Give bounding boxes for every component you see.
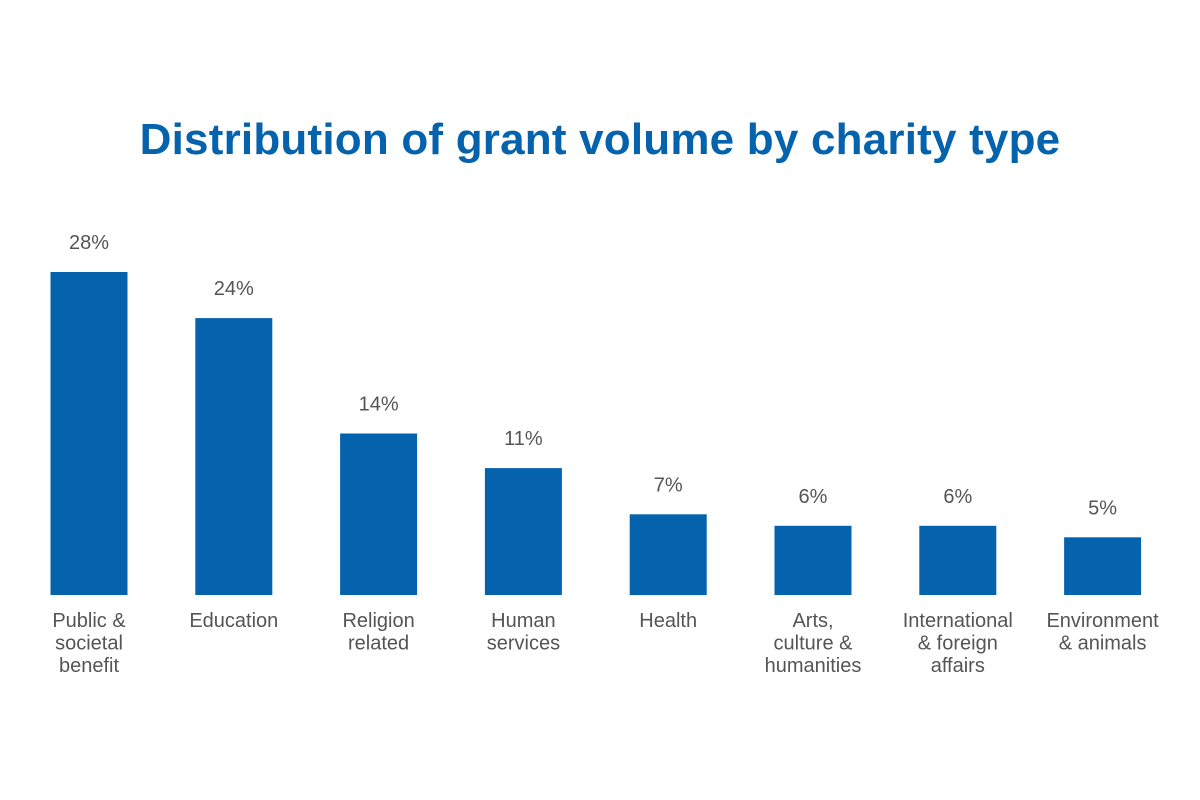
category-label-line: humanities <box>765 655 862 677</box>
bar-2 <box>195 318 273 595</box>
category-label-line: & animals <box>1059 633 1147 655</box>
category-label-1: Public & societal benefit <box>52 610 126 677</box>
category-label-line: Public & <box>52 610 126 632</box>
category-label-6: Arts, culture & humanities <box>765 610 862 677</box>
category-label-line: Religion <box>342 610 414 632</box>
category-label-line: related <box>348 633 409 655</box>
value-label-2: 24% <box>214 278 254 300</box>
category-label-line: culture & <box>774 633 854 655</box>
bar-7 <box>919 525 997 595</box>
bar-6 <box>774 525 852 595</box>
category-label-line: societal <box>55 633 123 655</box>
category-label-3: Religion related <box>342 610 414 655</box>
value-label-7: 6% <box>943 486 972 508</box>
bar-3 <box>340 433 418 595</box>
category-label-line: affairs <box>931 655 985 677</box>
category-label-line: Human <box>491 610 555 632</box>
category-label-line: services <box>487 633 560 655</box>
value-label-3: 14% <box>359 394 399 416</box>
category-label-line: Health <box>639 610 697 632</box>
category-label-line: & foreign <box>918 633 998 655</box>
value-label-8: 5% <box>1088 497 1117 519</box>
category-label-line: Education <box>189 610 278 632</box>
category-label-8: Environment & animals <box>1046 610 1159 655</box>
category-label-5: Health <box>639 610 697 632</box>
category-label-line: Arts, <box>792 610 833 632</box>
chart-title: Distribution of grant volume by charity … <box>139 115 1061 164</box>
value-label-1: 28% <box>69 232 109 254</box>
category-label-line: Environment <box>1046 610 1159 632</box>
value-label-4: 11% <box>504 428 543 450</box>
value-label-6: 6% <box>799 486 828 508</box>
bar-4 <box>484 468 562 595</box>
bar-5 <box>629 514 707 596</box>
category-label-7: International & foreign affairs <box>903 610 1013 677</box>
category-label-line: benefit <box>59 655 119 677</box>
category-label-2: Education <box>189 610 278 632</box>
bar-8 <box>1064 537 1142 595</box>
value-label-5: 7% <box>654 474 683 496</box>
category-label-line: International <box>903 610 1013 632</box>
category-label-4: Human services <box>487 610 560 655</box>
bar-1 <box>50 272 128 595</box>
